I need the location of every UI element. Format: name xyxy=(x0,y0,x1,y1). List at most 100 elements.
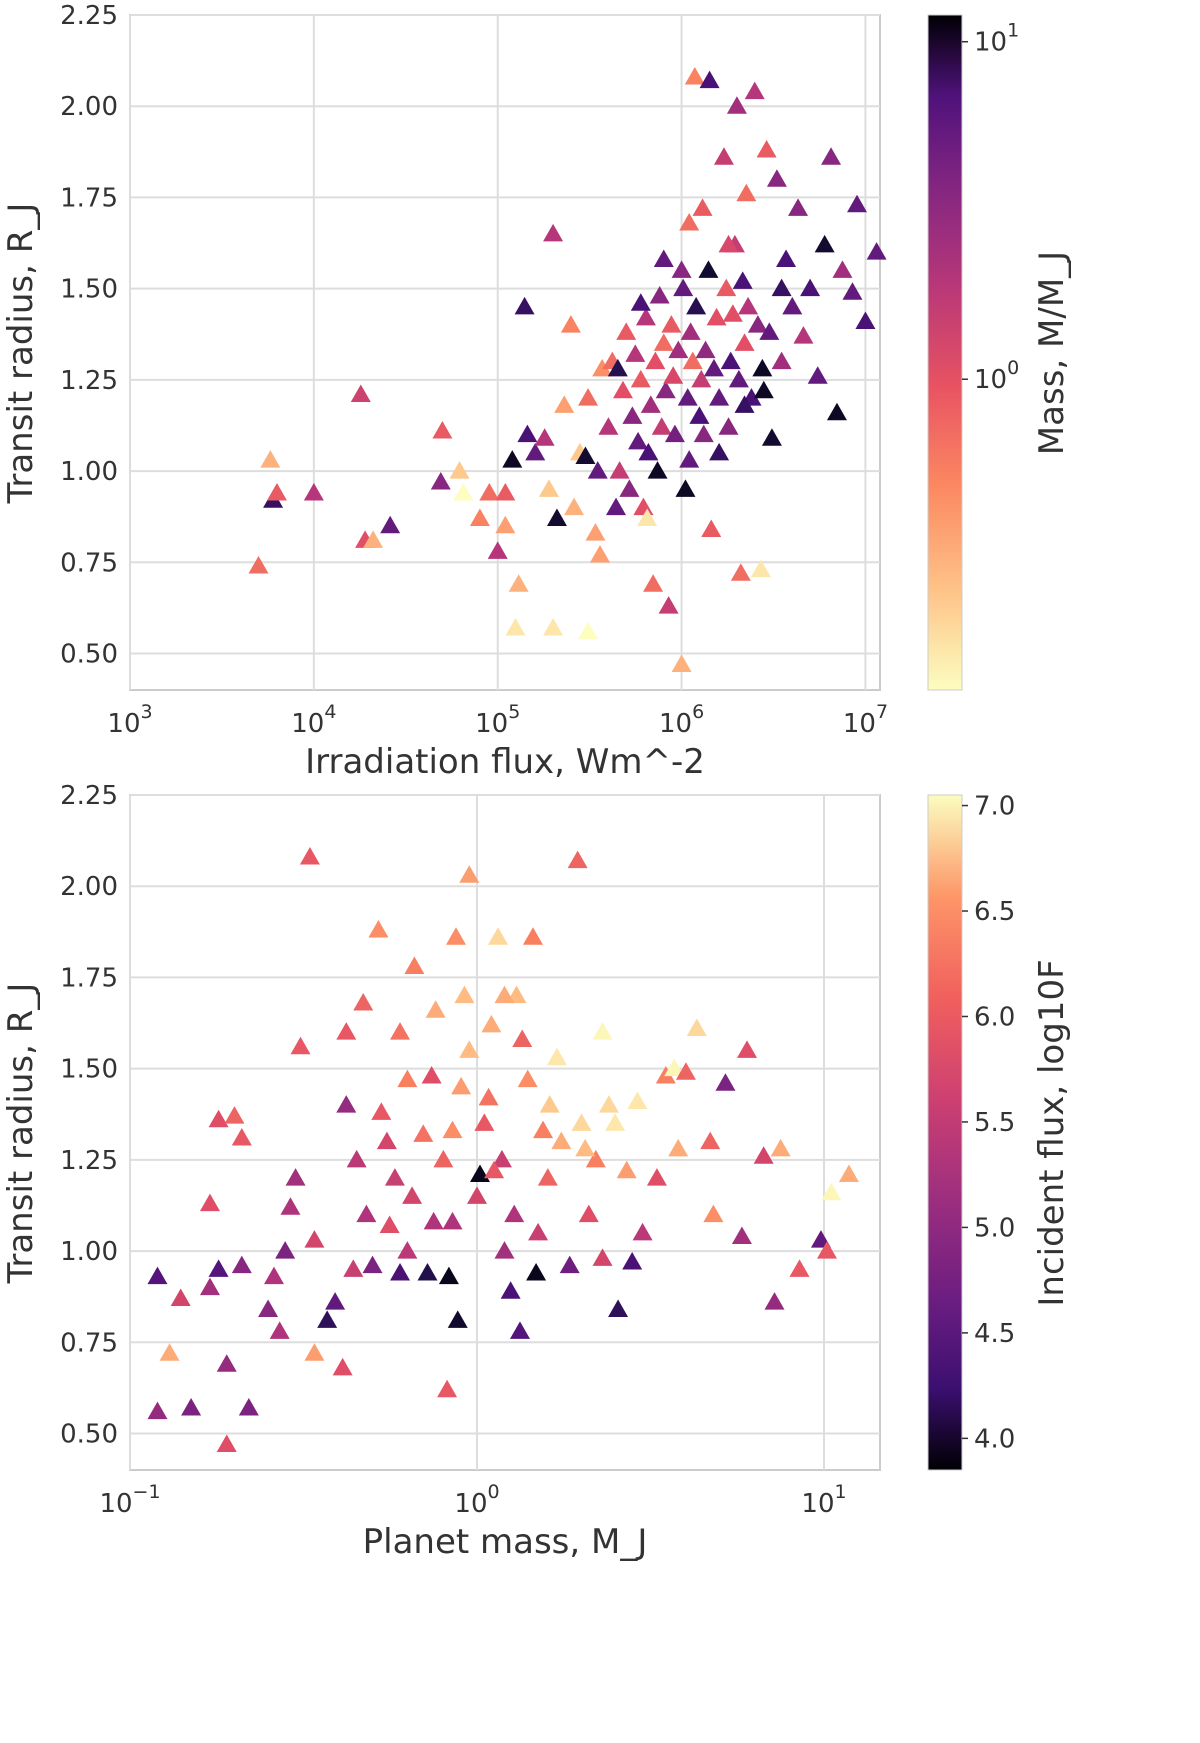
data-point xyxy=(425,1000,446,1018)
data-point xyxy=(606,497,627,516)
data-point xyxy=(147,1401,168,1420)
data-point xyxy=(543,223,564,242)
data-point xyxy=(847,194,868,213)
data-point xyxy=(764,1292,785,1310)
bottom-x-ticks: 10−1 100 101 xyxy=(99,1481,846,1519)
data-point xyxy=(376,1131,397,1150)
colorbar-tick-label: 4.5 xyxy=(974,1319,1015,1349)
data-point xyxy=(266,482,287,501)
data-point xyxy=(658,596,679,614)
data-point xyxy=(336,1095,357,1113)
data-point xyxy=(543,617,564,636)
x-tick-label: 105 xyxy=(475,701,520,739)
bottom-colorbar-label: Incident flux, log10F xyxy=(1032,959,1072,1306)
data-point xyxy=(732,271,753,289)
data-point xyxy=(789,1259,810,1277)
data-point xyxy=(842,282,863,300)
data-point xyxy=(709,388,730,406)
data-point xyxy=(299,847,320,865)
data-point xyxy=(649,285,670,304)
y-tick-label: 1.25 xyxy=(60,1146,118,1176)
data-point xyxy=(675,479,696,497)
data-point xyxy=(630,369,651,388)
data-point xyxy=(651,417,672,435)
data-point xyxy=(701,519,722,537)
top-colorbar-ticks: 101 100 xyxy=(962,20,1019,395)
data-point xyxy=(680,322,701,340)
data-point xyxy=(231,1255,252,1274)
colorbar-tick-label: 5.5 xyxy=(974,1108,1015,1138)
x-tick-label: 104 xyxy=(291,701,336,739)
data-point xyxy=(495,515,516,534)
data-point xyxy=(664,424,685,443)
data-point xyxy=(404,956,425,974)
colorbar-tick-label: 6.0 xyxy=(974,1002,1015,1032)
data-point xyxy=(598,417,619,435)
data-point xyxy=(661,315,682,333)
data-point xyxy=(761,428,782,446)
data-point xyxy=(718,234,739,253)
data-point xyxy=(275,1241,296,1259)
data-point xyxy=(800,278,821,297)
data-point xyxy=(616,322,637,340)
data-point xyxy=(564,497,585,516)
data-point xyxy=(528,1222,549,1241)
data-point xyxy=(567,850,588,869)
data-point xyxy=(199,1277,220,1296)
data-point xyxy=(752,358,773,377)
data-point xyxy=(459,865,480,883)
data-point xyxy=(537,1168,558,1186)
colorbar-tick-label: 100 xyxy=(974,357,1019,395)
data-point xyxy=(208,1109,229,1128)
data-point xyxy=(421,1065,442,1084)
data-point xyxy=(730,563,751,581)
data-point xyxy=(635,307,656,326)
data-point xyxy=(753,1146,774,1164)
data-point xyxy=(181,1397,202,1416)
data-point xyxy=(363,530,384,548)
data-point xyxy=(668,340,689,359)
data-point xyxy=(686,1018,707,1037)
top-colorbar xyxy=(927,14,963,691)
data-point xyxy=(451,1076,472,1095)
data-point xyxy=(793,326,814,344)
data-point xyxy=(640,395,661,413)
data-point xyxy=(371,1102,392,1120)
data-point xyxy=(285,1168,306,1186)
data-point xyxy=(587,461,608,479)
data-point xyxy=(592,1248,613,1266)
data-point xyxy=(159,1343,180,1361)
x-tick-label: 100 xyxy=(454,1481,499,1519)
data-point xyxy=(788,198,809,216)
y-tick-label: 1.50 xyxy=(60,275,118,305)
data-point xyxy=(356,1204,377,1223)
data-point xyxy=(592,1022,613,1040)
data-point xyxy=(671,654,692,672)
data-point xyxy=(517,1069,538,1088)
data-point xyxy=(734,333,755,351)
data-point xyxy=(655,380,676,399)
data-point xyxy=(502,450,523,468)
data-point xyxy=(437,1379,458,1398)
data-point xyxy=(637,508,658,527)
data-point xyxy=(766,169,787,187)
data-point xyxy=(682,351,703,370)
y-tick-label: 1.00 xyxy=(60,457,118,487)
data-point xyxy=(673,278,694,297)
data-point xyxy=(494,985,515,1004)
data-point xyxy=(718,417,739,435)
data-point xyxy=(505,617,526,636)
data-point xyxy=(744,81,765,100)
data-point xyxy=(689,406,710,424)
data-point xyxy=(325,1292,346,1310)
top-y-ticks: 0.50 0.75 1.00 1.25 1.50 1.75 2.00 2.25 xyxy=(60,1,118,670)
data-point xyxy=(459,1040,480,1058)
top-colorbar-label: Mass, M/M_J xyxy=(1032,251,1072,455)
data-point xyxy=(627,1091,648,1109)
data-point xyxy=(647,461,668,479)
data-point xyxy=(258,1299,279,1317)
y-tick-label: 2.25 xyxy=(60,1,118,31)
bottom-plot-area xyxy=(129,794,881,1471)
data-point xyxy=(609,461,630,479)
y-tick-label: 0.75 xyxy=(60,1328,118,1358)
